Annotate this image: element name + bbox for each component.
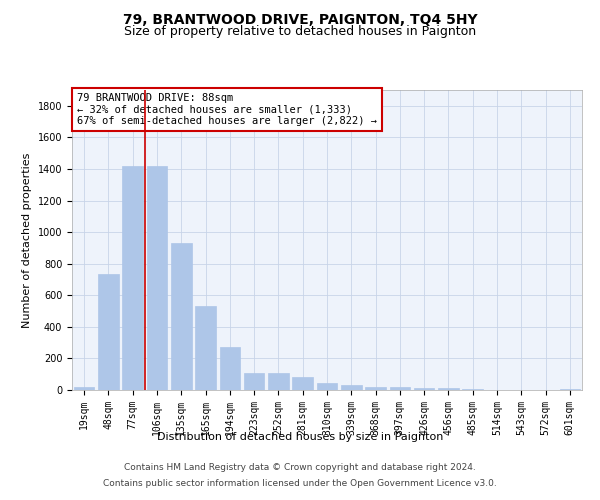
Bar (560, 388, 580, 390)
Bar (292, 378, 313, 390)
Bar (171, 243, 191, 390)
Bar (317, 383, 337, 390)
Bar (220, 348, 240, 390)
Bar (341, 386, 362, 390)
Bar (122, 166, 143, 390)
Bar (146, 166, 167, 390)
Bar (463, 389, 483, 390)
Bar (195, 306, 216, 390)
Bar (414, 388, 434, 390)
Bar (98, 274, 119, 390)
Text: 79, BRANTWOOD DRIVE, PAIGNTON, TQ4 5HY: 79, BRANTWOOD DRIVE, PAIGNTON, TQ4 5HY (122, 12, 478, 26)
Bar (268, 374, 289, 390)
Text: Contains HM Land Registry data © Crown copyright and database right 2024.: Contains HM Land Registry data © Crown c… (124, 464, 476, 472)
Bar (74, 387, 94, 390)
Y-axis label: Number of detached properties: Number of detached properties (22, 152, 32, 328)
Bar (365, 386, 386, 390)
Text: 79 BRANTWOOD DRIVE: 88sqm
← 32% of detached houses are smaller (1,333)
67% of se: 79 BRANTWOOD DRIVE: 88sqm ← 32% of detac… (77, 93, 377, 126)
Text: Contains public sector information licensed under the Open Government Licence v3: Contains public sector information licen… (103, 478, 497, 488)
Bar (244, 374, 265, 390)
Bar (389, 388, 410, 390)
Bar (438, 388, 459, 390)
Text: Size of property relative to detached houses in Paignton: Size of property relative to detached ho… (124, 25, 476, 38)
Text: Distribution of detached houses by size in Paignton: Distribution of detached houses by size … (157, 432, 443, 442)
